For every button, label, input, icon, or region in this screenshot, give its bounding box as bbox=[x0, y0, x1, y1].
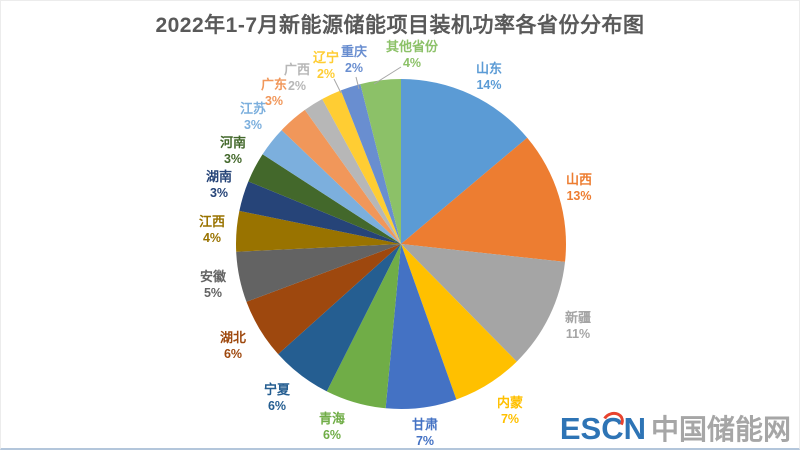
pie-slice bbox=[401, 244, 566, 362]
pie-label-name: 江西 bbox=[198, 214, 226, 229]
pie-label: 河南 3% bbox=[220, 135, 246, 167]
leader-line bbox=[373, 66, 402, 85]
pie-label-name: 湖南 bbox=[205, 169, 233, 184]
pie-slice bbox=[385, 244, 457, 409]
pie-label-percent: 3% bbox=[209, 186, 229, 200]
pie-label-name: 河南 bbox=[219, 135, 247, 150]
pie-slice bbox=[248, 154, 401, 244]
pie-label-percent: 3% bbox=[264, 94, 284, 108]
pie-label: 新疆 11% bbox=[565, 310, 591, 342]
pie-slice bbox=[236, 244, 401, 302]
pie-label-percent: 6% bbox=[223, 347, 243, 361]
pie-slice bbox=[262, 130, 401, 244]
pie-slice bbox=[326, 244, 401, 409]
pie-slice bbox=[401, 244, 517, 400]
pie-label: 江苏 3% bbox=[240, 101, 266, 133]
pie-label-percent: 2% bbox=[316, 67, 336, 81]
pie-label-name: 山西 bbox=[565, 172, 593, 187]
pie-slice bbox=[246, 244, 401, 355]
pie-label-percent: 5% bbox=[203, 286, 223, 300]
pie-label: 辽宁 2% bbox=[313, 50, 339, 82]
chart-title: 2022年1-7月新能源储能项目装机功率各省份分布图 bbox=[155, 14, 645, 37]
pie-label-name: 宁夏 bbox=[263, 382, 291, 397]
pie-label-name: 内蒙 bbox=[496, 395, 524, 410]
pie-label-percent: 4% bbox=[202, 231, 222, 245]
logo-site-name: 中国储能网 bbox=[650, 414, 791, 445]
pie-label-percent: 11% bbox=[565, 327, 591, 341]
pie-label-percent: 6% bbox=[267, 399, 287, 413]
pie-label-percent: 13% bbox=[566, 189, 592, 203]
pie-slice bbox=[401, 137, 566, 262]
pie-label: 青海 6% bbox=[319, 411, 345, 443]
pie-slice bbox=[304, 99, 401, 245]
pie-label: 山西 13% bbox=[566, 172, 592, 204]
pie-label-percent: 3% bbox=[223, 152, 243, 166]
pie-label-percent: 4% bbox=[402, 56, 422, 70]
pie-label-name: 湖北 bbox=[219, 330, 247, 345]
pie-label: 重庆 2% bbox=[341, 44, 367, 76]
pie-slice bbox=[236, 210, 401, 252]
pie-label-name: 广西 bbox=[283, 62, 311, 77]
pie-label: 其他省份 4% bbox=[386, 39, 438, 71]
pie-label-name: 广东 bbox=[260, 77, 288, 92]
pie-label: 江西 4% bbox=[199, 214, 225, 246]
pie-label: 广西 2% bbox=[284, 62, 310, 94]
pie-label-name: 重庆 bbox=[340, 44, 368, 59]
pie-label: 内蒙 7% bbox=[497, 395, 523, 427]
leader-line bbox=[333, 78, 342, 94]
pie-slice bbox=[278, 244, 401, 392]
pie-label-name: 江苏 bbox=[239, 101, 267, 116]
logo-escn-c: C bbox=[599, 409, 627, 444]
pie-label-name: 辽宁 bbox=[312, 50, 340, 65]
pie-label: 湖北 6% bbox=[220, 330, 246, 362]
pie-label-name: 其他省份 bbox=[385, 39, 439, 54]
pie-label-percent: 2% bbox=[287, 79, 307, 93]
pie-label: 宁夏 6% bbox=[264, 382, 290, 414]
pie-label: 甘肃 7% bbox=[411, 417, 439, 448]
pie-slice bbox=[401, 79, 528, 244]
pie-slice bbox=[322, 90, 401, 244]
pie-label: 湖南 3% bbox=[206, 169, 232, 201]
logo-escn-text: ES CN bbox=[559, 409, 646, 446]
pie-label-name: 安徽 bbox=[199, 269, 227, 284]
pie-slice bbox=[281, 109, 401, 244]
logo-escn-es: ES bbox=[559, 411, 602, 446]
pie-label-name: 青海 bbox=[318, 411, 346, 426]
pie-label-name: 新疆 bbox=[564, 310, 592, 325]
pie-slice bbox=[239, 181, 401, 244]
pie-slice bbox=[360, 79, 401, 244]
logo-escn-n: N bbox=[623, 411, 646, 446]
pie-label: 山东 14% bbox=[476, 61, 502, 93]
pie-label: 广东 3% bbox=[261, 77, 287, 109]
pie-label-percent: 7% bbox=[415, 434, 435, 448]
pie-label-name: 山东 bbox=[475, 61, 503, 76]
pie-label-name: 甘肃 bbox=[411, 417, 439, 432]
pie-label: 安徽 5% bbox=[200, 269, 226, 301]
leader-line bbox=[355, 76, 360, 90]
pie-slice bbox=[340, 84, 401, 244]
pie-label-percent: 2% bbox=[344, 61, 364, 75]
pie-label-percent: 14% bbox=[476, 78, 502, 92]
pie-label-percent: 7% bbox=[500, 412, 520, 426]
pie-label-percent: 6% bbox=[322, 428, 342, 442]
escn-logo: ES CN 中国储能网 bbox=[559, 409, 791, 446]
pie-label-percent: 3% bbox=[243, 118, 263, 132]
